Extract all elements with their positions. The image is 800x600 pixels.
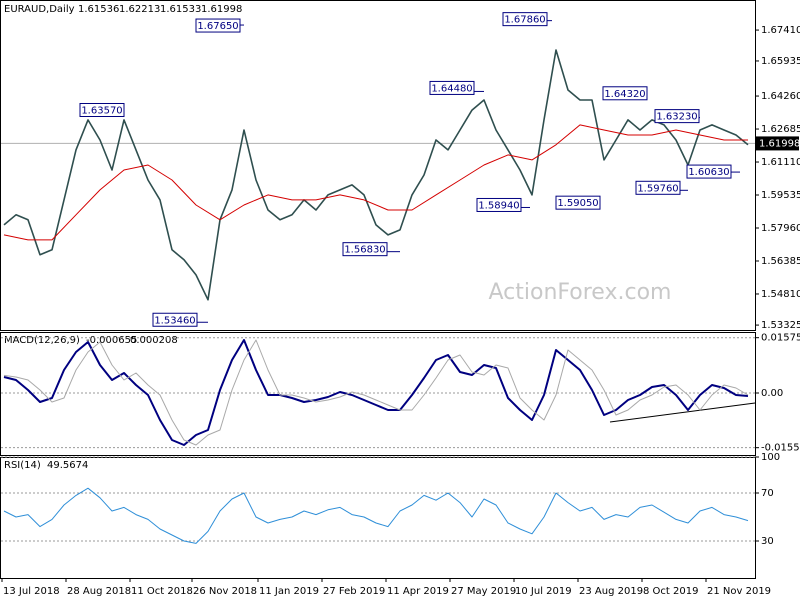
x-tick-label: 10 Jul 2019 xyxy=(515,586,572,597)
annotation-box xyxy=(555,195,601,210)
trend-line xyxy=(609,402,756,423)
x-tick-label: 8 Oct 2019 xyxy=(643,586,698,597)
annotation-box xyxy=(195,18,241,33)
annotation-box xyxy=(152,312,198,327)
rsi-readout: 49.5674 xyxy=(47,460,88,471)
high-value: 1.62213 xyxy=(119,4,160,15)
y-tick-label: 1.57960 xyxy=(761,223,800,234)
low-value: 1.61533 xyxy=(160,4,201,15)
annotation-label: 1.63230 xyxy=(656,112,697,123)
y-tick-label: 1.64260 xyxy=(761,91,800,102)
series-line xyxy=(3,49,749,301)
x-tick-label: 11 Jan 2019 xyxy=(259,586,319,597)
rsi-title: RSI(14) xyxy=(4,460,41,471)
series-line xyxy=(3,124,748,241)
price-panel xyxy=(0,0,756,331)
annotation-label: 1.59050 xyxy=(557,198,598,209)
watermark: ActionForex.com xyxy=(489,280,672,305)
y-tick-label: 1.61110 xyxy=(761,157,800,168)
x-tick-label: 23 Aug 2019 xyxy=(579,586,643,597)
annotation-box xyxy=(602,86,648,101)
y-tick-label: 1.53325 xyxy=(761,320,800,331)
annotation-label: 1.59760 xyxy=(637,183,678,194)
annotation-label: 1.64480 xyxy=(431,83,472,94)
macd-readout: 0.000208 xyxy=(130,335,178,346)
annotation-box xyxy=(429,80,475,95)
annotation-box xyxy=(476,197,522,212)
annotation-label: 1.58940 xyxy=(478,200,519,211)
annotation-box xyxy=(79,102,125,117)
annotation-box xyxy=(654,109,700,124)
y-tick-label: 1.67410 xyxy=(761,25,800,36)
y-tick-label: 30 xyxy=(761,536,774,547)
x-tick-label: 13 Jul 2018 xyxy=(3,586,60,597)
y-tick-label: 1.59535 xyxy=(761,190,800,201)
macd-title: MACD(12,26,9) xyxy=(4,335,80,346)
x-tick-label: 21 Nov 2019 xyxy=(707,586,771,597)
close-value: 1.61998 xyxy=(201,4,242,15)
y-tick-label: 0.01575 xyxy=(761,333,800,344)
x-tick-label: 26 Nov 2018 xyxy=(193,586,257,597)
x-tick-label: 28 Aug 2018 xyxy=(67,586,131,597)
y-tick-label: 1.54810 xyxy=(761,289,800,300)
y-tick-label: 100 xyxy=(761,452,780,463)
x-tick-label: 27 May 2019 xyxy=(451,586,516,597)
annotation-label: 1.67860 xyxy=(504,15,545,26)
annotation-label: 1.53460 xyxy=(154,315,195,326)
annotation-box xyxy=(342,242,388,257)
macd-panel xyxy=(0,332,756,456)
x-tick-label: 11 Apr 2019 xyxy=(387,586,449,597)
y-tick-label: 0.00 xyxy=(761,388,783,399)
annotation-box xyxy=(635,180,681,195)
series-line xyxy=(3,339,749,446)
x-tick-label: 11 Oct 2018 xyxy=(131,586,193,597)
x-tick-label: 27 Feb 2019 xyxy=(323,586,385,597)
annotation-label: 1.60630 xyxy=(688,167,729,178)
annotation-label: 1.63570 xyxy=(81,105,122,116)
symbol-title: EURAUD,Daily xyxy=(4,4,75,15)
open-value: 1.61536 xyxy=(78,4,119,15)
series-line xyxy=(3,487,749,544)
current-price-label: 1.61998 xyxy=(759,138,800,149)
annotation-label: 1.64320 xyxy=(604,89,645,100)
y-tick-label: 1.65935 xyxy=(761,56,800,67)
macd-readout: -0.000655 xyxy=(86,335,137,346)
current-price-box xyxy=(755,136,799,151)
y-tick-label: -0.015568 xyxy=(761,443,800,454)
y-tick-label: 1.56385 xyxy=(761,256,800,267)
annotation-label: 1.56830 xyxy=(344,245,385,256)
annotation-box xyxy=(686,164,732,179)
y-tick-label: 1.62685 xyxy=(761,124,800,135)
annotation-box xyxy=(502,12,548,27)
y-tick-label: 70 xyxy=(761,488,774,499)
annotation-label: 1.67650 xyxy=(197,21,238,32)
series-line xyxy=(3,339,749,446)
